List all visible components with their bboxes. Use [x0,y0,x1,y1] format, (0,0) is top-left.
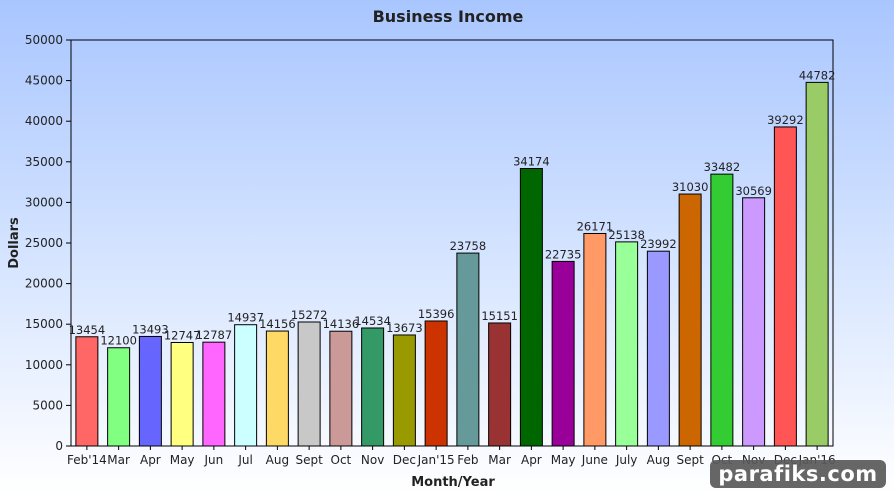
chart-title: Business Income [373,7,524,26]
y-tick-label: 35000 [25,155,63,169]
x-tick-label: Nov [361,453,384,467]
bar [488,322,512,447]
x-tick-label: May [170,453,195,467]
bar [805,81,829,447]
x-axis-label: Month/Year [411,475,495,490]
y-tick-label: 10000 [25,358,63,372]
x-tick-label: Jul [237,453,252,467]
y-tick-label: 5000 [32,398,63,412]
bar [678,193,702,447]
bar-value-label: 12787 [196,328,233,342]
bar-value-label: 15396 [418,307,455,321]
y-axis-label: Dollars [7,217,22,269]
bar [646,250,670,447]
x-tick-label: Sept [295,453,323,467]
bar [297,321,321,447]
bar-value-label: 12100 [100,334,137,348]
bar [710,173,734,447]
bar-value-label: 33482 [704,160,741,174]
bar-value-label: 12747 [164,328,201,342]
x-tick-label: Feb [457,453,478,467]
y-tick-label: 20000 [25,277,63,291]
y-tick-label: 25000 [25,236,63,250]
bar [75,336,99,447]
x-tick-label: Aug [647,453,670,467]
bar-value-label: 23992 [640,237,677,251]
bar-value-label: 13454 [69,323,106,337]
bar-value-label: 13493 [132,322,169,336]
x-tick-label: Apr [140,453,161,467]
x-tick-label: Sept [676,453,704,467]
x-tick-label: June [581,453,608,467]
x-tick-label: Feb'14 [67,453,107,467]
bar [265,330,289,447]
x-tick-label: Mar [107,453,130,467]
x-tick-label: July [615,453,638,467]
bar [519,168,543,447]
y-tick-label: 30000 [25,195,63,209]
bar [773,126,797,447]
bar-value-label: 31030 [672,180,709,194]
bar [456,252,480,447]
bar-value-label: 30569 [735,184,772,198]
bar-value-label: 25138 [608,228,645,242]
watermark-logo: parafiks.com [710,460,886,488]
bar [107,347,131,447]
bar-value-label: 22735 [545,247,582,261]
bar [551,260,575,447]
x-tick-label: Dec [393,453,416,467]
bar-value-label: 26171 [577,219,614,233]
y-tick-label: 40000 [25,114,63,128]
x-tick-label: Oct [331,453,352,467]
x-tick-label: May [551,453,576,467]
x-tick-label: Aug [266,453,289,467]
bar [615,241,639,447]
bar-value-label: 23758 [450,239,487,253]
x-tick-label: Jan'15 [417,453,455,467]
y-tick-label: 0 [55,439,63,453]
bar-value-label: 34174 [513,155,550,169]
x-tick-label: Mar [488,453,511,467]
bar [202,341,226,447]
bar-value-label: 15272 [291,308,328,322]
y-tick-label: 45000 [25,74,63,88]
bar [234,324,258,447]
bar [392,334,416,447]
bar-value-label: 39292 [767,113,804,127]
bar-value-label: 14937 [227,311,264,325]
x-tick-label: Apr [521,453,542,467]
y-tick-label: 15000 [25,317,63,331]
bar [170,341,194,447]
bar [424,320,448,447]
bar-value-label: 14534 [354,314,391,328]
bar-value-label: 15151 [481,309,518,323]
y-axis-ticks: 0 5000 10000 15000 20000 25000 30000 35000 40000… [25,33,71,453]
bar [329,330,353,447]
bar-value-label: 14136 [323,317,360,331]
bar [583,232,607,447]
bar [742,197,766,447]
bar-value-label: 13673 [386,321,423,335]
bar [361,327,385,447]
y-tick-label: 50000 [25,33,63,47]
bar [138,335,162,447]
bar-value-label: 14156 [259,317,296,331]
bar-value-label: 44782 [799,68,836,82]
x-tick-label: Jun [204,453,224,467]
